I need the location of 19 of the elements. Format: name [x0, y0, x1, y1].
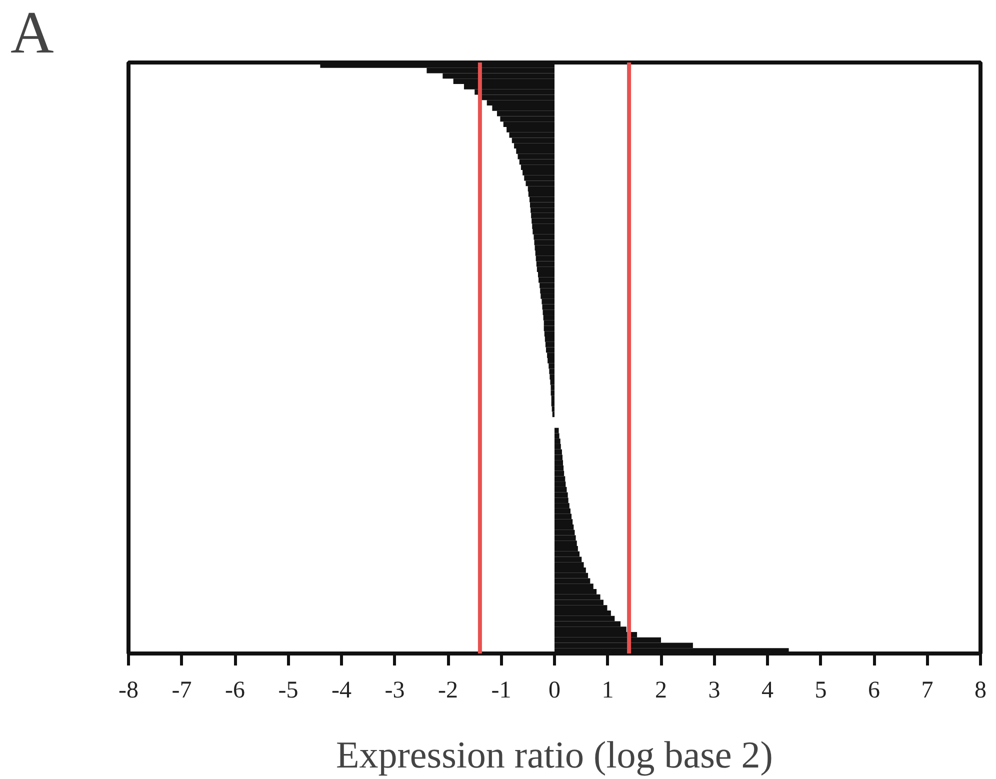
x-tick-label: -1: [491, 678, 512, 704]
x-tick-label: 8: [974, 678, 986, 704]
x-tick-label: -2: [438, 678, 458, 704]
x-tick-label: 7: [921, 678, 934, 704]
x-tick-label: -8: [118, 678, 139, 704]
x-axis-title: Expression ratio (log base 2): [336, 734, 773, 776]
x-tick-label: 0: [548, 678, 560, 704]
x-tick-label: 1: [602, 678, 614, 704]
x-tick-label: 2: [655, 678, 667, 704]
x-tick-label: 6: [868, 678, 880, 704]
x-tick-label: -5: [278, 678, 298, 704]
x-tick-label: 4: [762, 678, 774, 704]
x-tick-label: -7: [172, 678, 192, 704]
x-tick-label: 5: [814, 678, 827, 704]
chart-title: A: [10, 0, 54, 66]
x-tick-label: -6: [225, 678, 246, 704]
x-tick-label: 3: [708, 678, 720, 704]
x-tick-label: -3: [384, 678, 405, 704]
x-tick-label: -4: [332, 678, 352, 704]
